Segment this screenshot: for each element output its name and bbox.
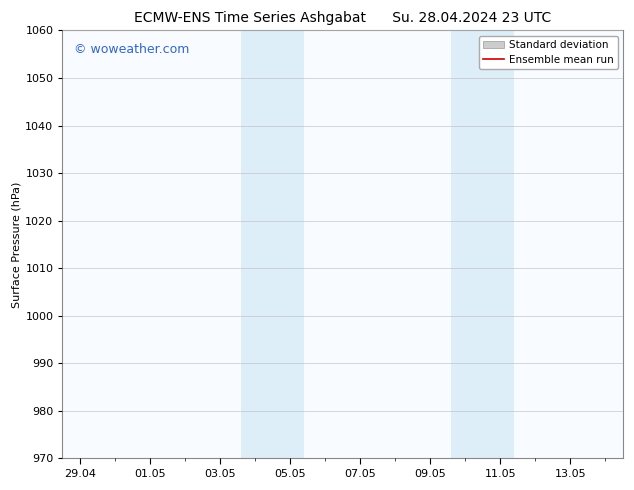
Legend: Standard deviation, Ensemble mean run: Standard deviation, Ensemble mean run	[479, 36, 618, 69]
Title: ECMW-ENS Time Series Ashgabat      Su. 28.04.2024 23 UTC: ECMW-ENS Time Series Ashgabat Su. 28.04.…	[134, 11, 552, 25]
Bar	[241, 30, 304, 459]
Bar	[451, 30, 514, 459]
Text: © woweather.com: © woweather.com	[74, 43, 189, 56]
Y-axis label: Surface Pressure (hPa): Surface Pressure (hPa)	[11, 181, 21, 308]
